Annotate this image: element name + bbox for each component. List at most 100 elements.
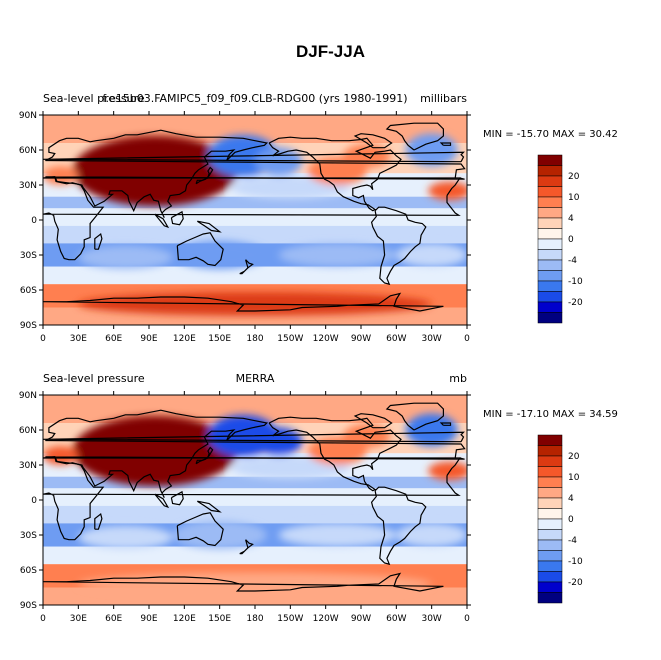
colorbar-swatch: [537, 312, 563, 324]
panel-min-max: MIN = -15.70 MAX = 30.42: [483, 129, 618, 140]
colorbar: 20 10 4 0 -4 -10 -20: [537, 154, 583, 324]
coastline: [94, 232, 103, 250]
coastline: [245, 539, 254, 549]
lon-tick-label: 150W: [277, 334, 303, 344]
coastline: [43, 572, 444, 592]
lon-tick-label: 30W: [421, 614, 441, 624]
panel-center-title: MERRA: [236, 372, 275, 385]
coastline: [239, 267, 249, 275]
colorbar-swatch: [537, 539, 563, 551]
field-region: [396, 243, 467, 267]
field-region: [405, 413, 458, 447]
coastline: [196, 500, 222, 513]
lat-tick-label: 30N: [19, 181, 37, 191]
coastline: [195, 166, 214, 185]
lon-tick-label: 30E: [70, 614, 87, 624]
lon-tick-label: 150E: [208, 614, 231, 624]
lon-tick-label: 60E: [105, 614, 122, 624]
colorbar-label: 20: [568, 452, 580, 462]
field-region: [428, 181, 467, 201]
coastline: [43, 129, 466, 218]
coastline: [268, 416, 402, 492]
lat-tick-label: 30S: [20, 251, 37, 261]
coastline: [170, 490, 184, 506]
coastline: [43, 292, 444, 312]
colorbar-label: -4: [568, 536, 577, 546]
lon-tick-label: 120W: [313, 614, 339, 624]
coastline: [370, 206, 427, 286]
panel-min-max: MIN = -17.10 MAX = 34.59: [483, 409, 618, 420]
coastline: [154, 213, 170, 229]
colorbar-swatch: [537, 186, 563, 198]
colorbar-swatch: [537, 165, 563, 177]
coastline: [43, 151, 465, 163]
colorbar-label: 4: [568, 494, 574, 504]
lon-tick-label: 120E: [173, 334, 196, 344]
field-band: [43, 196, 467, 209]
lat-tick-label: 90S: [20, 601, 37, 611]
lat-tick-label: 60N: [19, 146, 37, 156]
coastline: [385, 122, 444, 151]
lat-tick-label: 0: [31, 216, 37, 226]
coastline: [43, 456, 465, 541]
coastline: [176, 512, 224, 547]
lat-tick-label: 30S: [20, 531, 37, 541]
colorbar-swatch: [537, 466, 563, 478]
colorbar-swatch: [537, 259, 563, 271]
coastline: [94, 512, 103, 530]
map-panel-2: 0 30E 60E 90E 120E 150E 180 150W 120W 90W 60W 30W 09…: [19, 372, 618, 624]
pressure-field: [43, 395, 467, 605]
colorbar-swatch: [537, 238, 563, 250]
lat-tick-label: 30N: [19, 461, 37, 471]
lon-tick-label: 60E: [105, 334, 122, 344]
colorbar-swatch: [537, 581, 563, 593]
lon-tick-label: 30E: [70, 334, 87, 344]
coastline: [353, 413, 393, 429]
lon-tick-label: 90W: [351, 334, 371, 344]
colorbar-swatch: [537, 518, 563, 530]
lon-tick-label: 0: [464, 334, 470, 344]
field-region: [172, 521, 267, 549]
lat-tick-label: 60S: [20, 286, 37, 296]
coastline: [170, 210, 184, 226]
field-region: [43, 166, 79, 186]
colorbar-swatch: [537, 476, 563, 488]
lat-tick-label: 0: [31, 496, 37, 506]
lon-tick-label: 90W: [351, 614, 371, 624]
coastline: [154, 493, 170, 509]
colorbar-swatch: [537, 571, 563, 583]
field-region: [278, 243, 397, 267]
coastline: [176, 232, 224, 267]
colorbar-label: 20: [568, 172, 580, 182]
colorbar-swatch: [537, 455, 563, 467]
coastline: [370, 486, 427, 566]
colorbar-label: -10: [568, 557, 583, 567]
field-region: [43, 446, 79, 465]
colorbar-swatch: [537, 592, 563, 604]
coastlines: [43, 122, 466, 312]
coastline: [245, 259, 254, 269]
colorbar-label: 10: [568, 473, 580, 483]
colorbar-swatch: [537, 217, 563, 229]
field-region: [278, 523, 397, 547]
lat-tick-label: 60S: [20, 566, 37, 576]
colorbar-swatch: [537, 301, 563, 313]
lon-tick-label: 60W: [386, 334, 406, 344]
colorbar-label: 0: [568, 235, 574, 245]
colorbar-swatch: [537, 280, 563, 292]
coastline: [43, 176, 465, 261]
colorbar-swatch: [537, 560, 563, 572]
lon-tick-label: 0: [40, 614, 46, 624]
colorbar-label: 10: [568, 193, 580, 203]
field-band: [43, 476, 467, 489]
field-region: [405, 133, 458, 167]
colorbar-swatch: [537, 529, 563, 541]
lon-tick-label: 90E: [140, 334, 157, 344]
field-band: [43, 488, 467, 506]
field-region: [396, 523, 467, 547]
lon-tick-label: 150W: [277, 614, 303, 624]
coastline: [385, 402, 444, 431]
lat-tick-label: 90N: [19, 111, 37, 121]
colorbar-label: 4: [568, 214, 574, 224]
